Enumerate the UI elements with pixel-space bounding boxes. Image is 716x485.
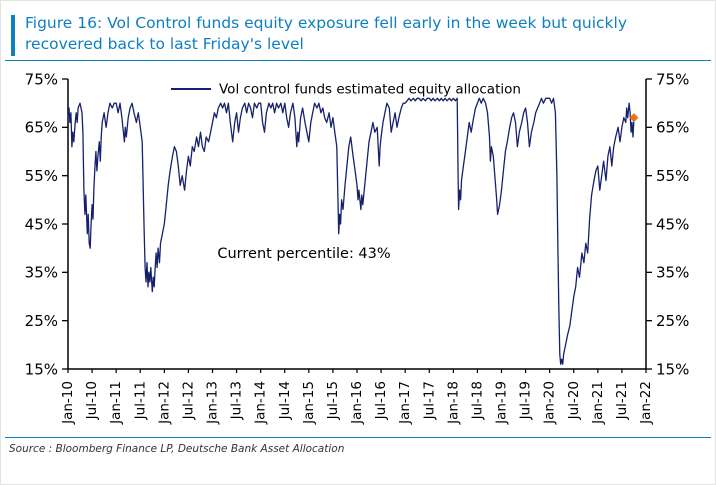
- x-tick-label: Jul-21: [614, 381, 630, 420]
- y-tick-label-right: 45%: [656, 215, 689, 233]
- equity-allocation-chart: 75% 75% 65% 65% 55% 55% 45% 45% 35% 35% 25% 25% 15% 1…: [25, 70, 690, 425]
- x-tick-label: Jan-15: [301, 381, 317, 425]
- y-tick-label-right: 15%: [656, 360, 689, 378]
- x-tick-label: Jul-10: [84, 381, 100, 420]
- legend-label: Vol control funds estimated equity alloc…: [219, 81, 521, 97]
- x-tick-label: Jan-21: [590, 381, 606, 425]
- x-tick-label: Jul-11: [132, 381, 148, 420]
- x-tick-label: Jan-17: [397, 381, 413, 425]
- y-tick-label-left: 65%: [25, 118, 58, 136]
- y-tick-label-left: 25%: [25, 312, 58, 330]
- x-tick-label: Jan-19: [494, 381, 510, 425]
- x-tick-label: Jul-19: [518, 381, 534, 420]
- x-tick-label: Jul-14: [277, 381, 293, 420]
- x-tick-label: Jan-16: [349, 381, 365, 425]
- x-tick-label: Jul-16: [373, 381, 389, 420]
- source-divider: [5, 436, 711, 438]
- x-tick-label: Jul-18: [469, 381, 485, 420]
- y-tick-label-right: 65%: [656, 118, 689, 136]
- x-tick-label: Jan-11: [108, 381, 124, 425]
- percentile-annotation: Current percentile: 43%: [217, 246, 390, 262]
- x-tick-label: Jul-13: [229, 381, 245, 420]
- x-tick-label: Jan-14: [253, 381, 269, 425]
- y-tick-label-right: 75%: [656, 70, 689, 88]
- figure-title: Figure 16: Vol Control funds equity expo…: [25, 14, 628, 54]
- x-tick-label: Jan-10: [60, 381, 76, 425]
- title-divider: [5, 59, 711, 61]
- latest-point-marker: [629, 112, 639, 122]
- title-accent-bar: [11, 15, 15, 56]
- y-tick-label-left: 55%: [25, 167, 58, 185]
- x-tick-label: Jan-12: [156, 381, 172, 425]
- y-tick-label-left: 15%: [25, 360, 58, 378]
- x-tick-label: Jan-20: [542, 381, 558, 425]
- y-tick-label-right: 35%: [656, 263, 689, 281]
- x-tick-label: Jul-12: [180, 381, 196, 420]
- x-tick-label: Jan-13: [205, 381, 221, 425]
- x-tick-label: Jan-18: [445, 381, 461, 425]
- x-tick-label: Jul-17: [421, 381, 437, 420]
- y-tick-label-right: 25%: [656, 312, 689, 330]
- y-tick-label-right: 55%: [656, 167, 689, 185]
- source-note: Source : Bloomberg Finance LP, Deutsche …: [9, 442, 345, 455]
- x-tick-label: Jul-15: [325, 381, 341, 420]
- y-tick-label-left: 35%: [25, 263, 58, 281]
- y-tick-label-left: 75%: [25, 70, 58, 88]
- x-tick-label: Jul-20: [566, 381, 582, 420]
- y-tick-label-left: 45%: [25, 215, 58, 233]
- x-tick-label: Jan-22: [638, 381, 654, 425]
- figure-title-row: Figure 16: Vol Control funds equity expo…: [11, 13, 705, 56]
- allocation-line: [67, 97, 635, 365]
